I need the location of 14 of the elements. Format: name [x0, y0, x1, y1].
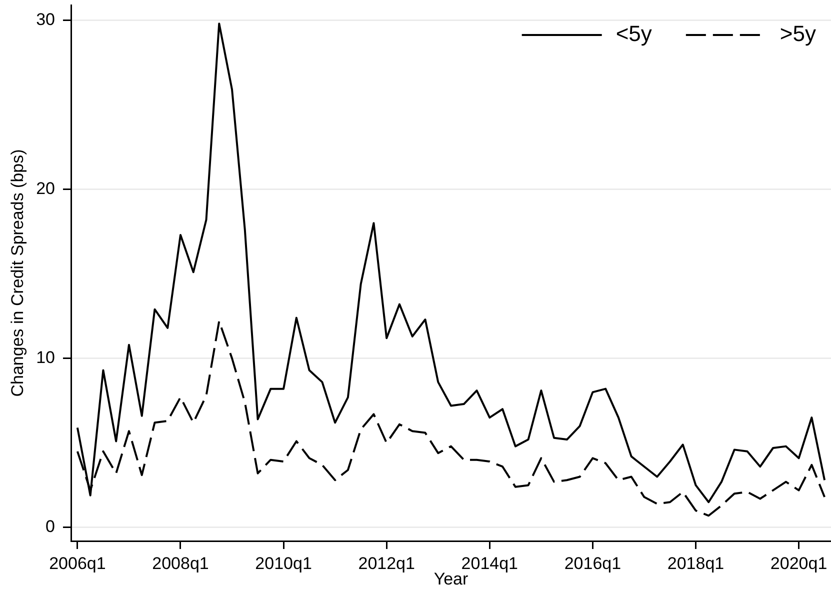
- x-tick-label: 2020q1: [770, 554, 828, 573]
- x-tick-label: 2012q1: [358, 554, 415, 573]
- x-tick-label: 2006q1: [49, 554, 106, 573]
- legend-label: >5y: [780, 21, 816, 46]
- x-tick-label: 2018q1: [667, 554, 724, 573]
- y-tick-label: 0: [46, 517, 55, 536]
- x-tick-label: 2008q1: [152, 554, 209, 573]
- x-tick-label: 2016q1: [564, 554, 622, 573]
- y-tick-label: 20: [36, 178, 55, 198]
- y-tick-label: 10: [36, 348, 55, 368]
- legend-label: <5y: [616, 21, 652, 46]
- y-tick-label: 30: [36, 10, 55, 29]
- y-axis-title: Changes in Credit Spreads (bps): [8, 149, 27, 397]
- x-tick-label: 2010q1: [255, 554, 312, 573]
